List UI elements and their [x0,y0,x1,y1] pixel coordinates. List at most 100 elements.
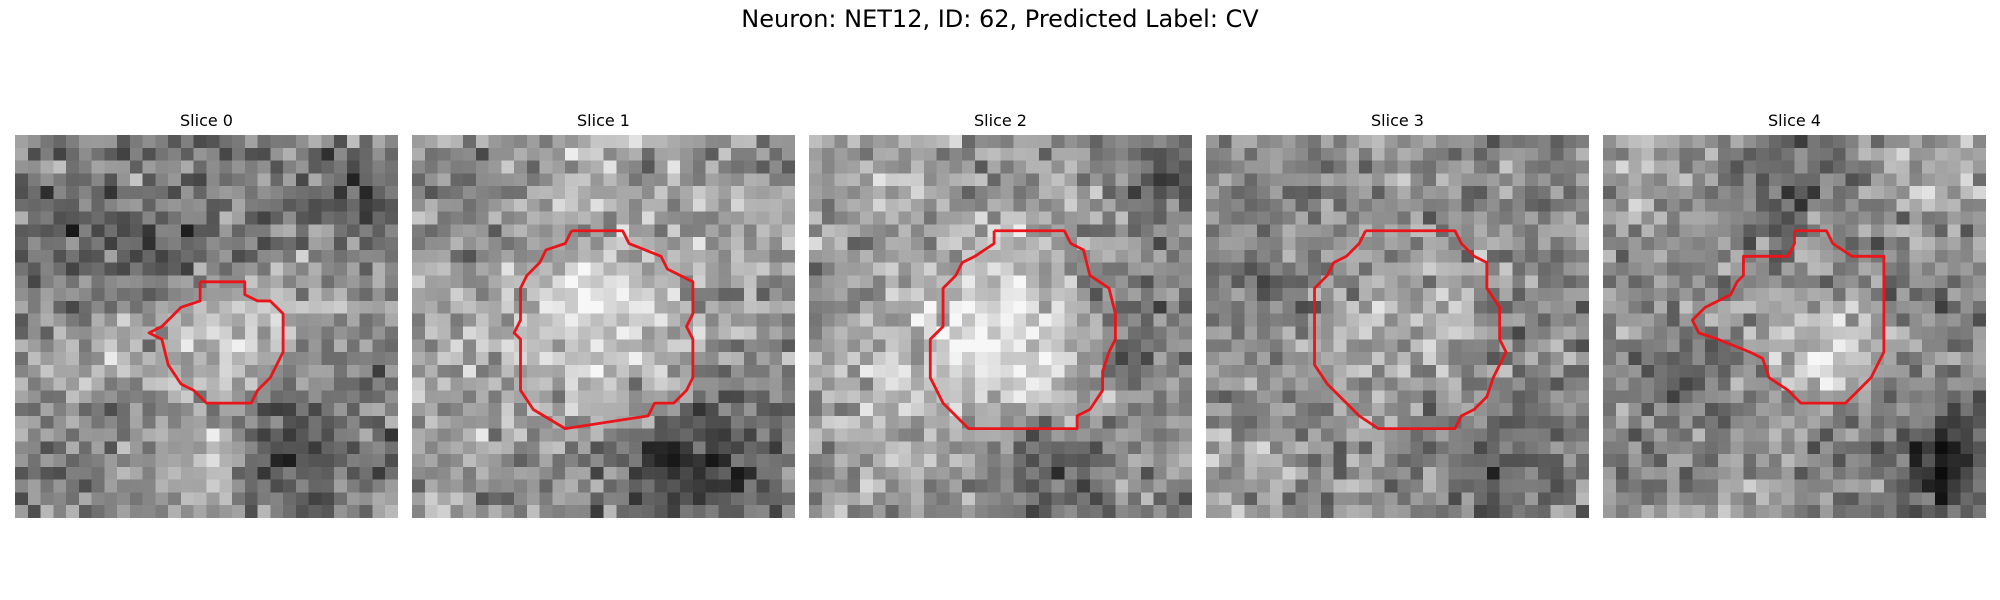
pixel [1153,237,1167,251]
pixel [1320,339,1334,353]
pixel [539,326,553,340]
pixel [1705,415,1719,429]
pixel [206,505,220,518]
pixel [1832,186,1846,200]
pixel [911,288,925,302]
pixel [1206,313,1220,327]
pixel [1654,377,1668,391]
pixel [295,505,309,518]
pixel [78,300,92,314]
pixel [1512,147,1526,161]
pixel [1679,300,1693,314]
pixel [1231,237,1245,251]
pixel [936,262,950,276]
pixel [692,505,706,518]
pixel [1947,147,1961,161]
pixel [692,313,706,327]
pixel [129,377,143,391]
pixel [1641,441,1655,455]
pixel [1371,275,1385,289]
pixel [769,403,783,417]
pixel [743,505,757,518]
pixel [1371,160,1385,174]
pixel [590,135,604,149]
pixel [1257,403,1271,417]
pixel [1051,466,1065,480]
pixel [66,173,80,187]
pixel [40,326,54,340]
pixel [743,377,757,391]
pixel [1371,237,1385,251]
pixel [1359,479,1373,493]
pixel [1269,275,1283,289]
pixel [1883,262,1897,276]
pixel [1603,352,1617,366]
pixel [1486,249,1500,263]
pixel [1550,198,1564,212]
pixel [1179,466,1192,480]
pixel [1166,364,1180,378]
pixel [1922,505,1936,518]
pixel [450,160,464,174]
pixel [1717,428,1731,442]
pixel [1934,186,1948,200]
pixel [283,390,297,404]
pixel [1295,147,1309,161]
pixel [1448,441,1462,455]
pixel [1320,390,1334,404]
pixel [15,160,29,174]
pixel [219,262,233,276]
pixel [1603,198,1617,212]
pixel [769,237,783,251]
pixel [155,147,169,161]
pixel [270,313,284,327]
pixel [66,275,80,289]
pixel [1423,492,1437,506]
pixel [1140,288,1154,302]
pixel [129,198,143,212]
pixel [1359,300,1373,314]
pixel [1461,147,1475,161]
pixel [424,313,438,327]
pixel [1947,415,1961,429]
pixel [129,479,143,493]
pixel [501,300,515,314]
pixel [1064,339,1078,353]
pixel [898,479,912,493]
pixel [1615,390,1629,404]
pixel [1448,505,1462,518]
pixel [1448,454,1462,468]
pixel [590,441,604,455]
pixel [53,352,67,366]
pixel [809,364,823,378]
pixel [1960,352,1974,366]
pixel [1832,377,1846,391]
pixel [412,288,426,302]
pixel [654,390,668,404]
pixel [1026,186,1040,200]
pixel [270,173,284,187]
pixel [847,390,861,404]
pixel [334,415,348,429]
pixel [692,326,706,340]
pixel [1717,505,1731,518]
pixel [565,326,579,340]
pixel [104,441,118,455]
pixel [718,313,732,327]
pixel [1166,466,1180,480]
pixel [949,288,963,302]
pixel [27,313,41,327]
pixel [1397,173,1411,187]
pixel [1448,160,1462,174]
pixel [629,390,643,404]
pixel [629,313,643,327]
pixel [1666,147,1680,161]
pixel [1858,326,1872,340]
pixel [1153,339,1167,353]
pixel [1807,288,1821,302]
pixel [1781,479,1795,493]
pixel [1973,479,1986,493]
pixel [1051,135,1065,149]
pixel [629,403,643,417]
pixel [1654,275,1668,289]
